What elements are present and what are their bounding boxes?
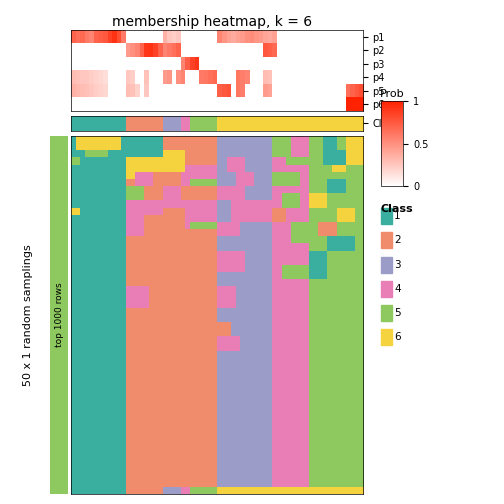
Title: Prob: Prob bbox=[380, 89, 404, 99]
Text: 5: 5 bbox=[394, 308, 401, 318]
Text: 2: 2 bbox=[394, 235, 401, 245]
Text: 3: 3 bbox=[394, 260, 401, 270]
Text: 50 x 1 random samplings: 50 x 1 random samplings bbox=[23, 244, 33, 386]
Text: top 1000 rows: top 1000 rows bbox=[55, 283, 64, 347]
Text: membership heatmap, k = 6: membership heatmap, k = 6 bbox=[111, 15, 312, 29]
Text: 4: 4 bbox=[394, 284, 401, 294]
Text: Class: Class bbox=[381, 204, 413, 214]
Text: 6: 6 bbox=[394, 332, 401, 342]
Text: 1: 1 bbox=[394, 211, 401, 221]
